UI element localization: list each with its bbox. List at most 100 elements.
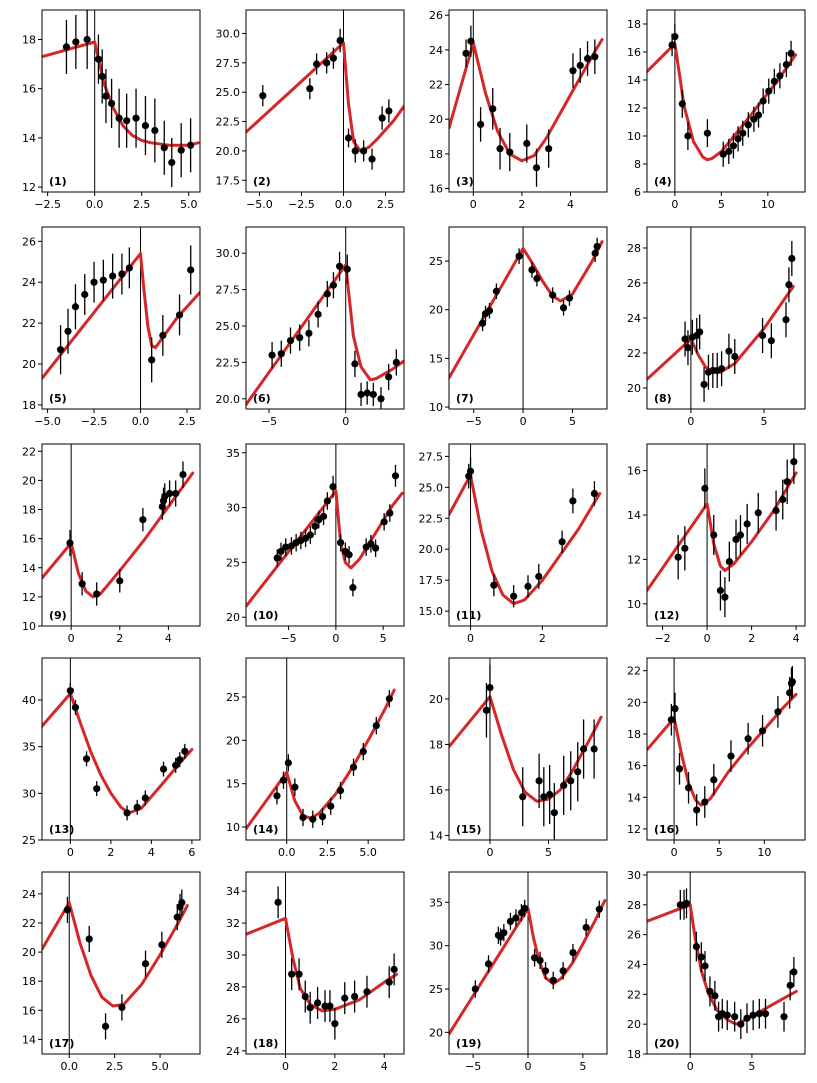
data-point: [123, 117, 131, 125]
y-tick-label: 20.0: [419, 543, 444, 556]
y-tick-label: 15: [429, 352, 443, 365]
axes-frame: [646, 657, 806, 841]
axes-frame: [245, 657, 405, 841]
data-point: [590, 489, 599, 498]
data-point: [482, 706, 491, 714]
data-point: [176, 756, 184, 764]
y-tick-label: 27.5: [216, 284, 241, 297]
data-point: [139, 516, 147, 524]
data-point: [729, 142, 738, 150]
model-curve: [42, 901, 189, 1008]
data-point: [81, 290, 89, 299]
x-tick-label: 2: [107, 846, 114, 859]
data-point: [758, 727, 767, 735]
x-tick-label: −5: [261, 415, 277, 428]
data-point: [179, 470, 187, 479]
data-point: [519, 793, 527, 801]
y-tick-label: 20.0: [216, 393, 241, 406]
data-point: [783, 478, 791, 486]
panel-label: (13): [49, 823, 74, 836]
y-tick-label: 28: [627, 899, 641, 912]
data-point: [282, 543, 290, 551]
data-point: [118, 1003, 126, 1012]
data-point: [731, 1013, 739, 1021]
model-curve: [449, 240, 604, 380]
data-point: [66, 539, 74, 547]
data-point: [98, 72, 106, 81]
data-point: [790, 458, 798, 466]
y-tick-label: 20: [627, 1018, 641, 1031]
data-point: [535, 777, 543, 785]
data-point: [311, 522, 319, 530]
data-point: [318, 813, 327, 821]
y-tick-label: 26: [627, 277, 641, 290]
x-tick-label: 0.0: [335, 198, 353, 211]
data-point: [377, 395, 385, 403]
data-point: [786, 981, 794, 989]
data-point: [345, 551, 353, 559]
model-curve: [246, 263, 404, 407]
x-tick-label: 5.0: [359, 846, 377, 859]
data-point: [500, 929, 508, 937]
data-point: [71, 303, 80, 311]
x-tick-label: 2: [331, 1060, 338, 1073]
data-point: [521, 904, 529, 913]
data-point: [541, 967, 550, 975]
data-point: [782, 316, 790, 324]
data-point: [378, 114, 386, 122]
y-tick-label: 25: [429, 983, 443, 996]
data-point: [681, 544, 689, 552]
y-tick-label: 28: [226, 981, 240, 994]
data-point: [314, 310, 322, 318]
subplot-19: −5 0 5 20 25 30 35 (19): [429, 871, 608, 1073]
data-point: [296, 334, 304, 342]
y-tick-label: 20: [22, 946, 36, 959]
data-point: [259, 92, 267, 100]
data-point: [549, 976, 557, 984]
data-point: [558, 538, 566, 546]
subplot-8: 0 5 20 22 24 26 28 (8): [627, 226, 806, 428]
model-curve: [246, 489, 404, 608]
panel-label: (4): [654, 175, 672, 188]
data-point: [696, 328, 704, 336]
data-point: [349, 584, 357, 592]
x-tick-label: 4: [381, 1060, 388, 1073]
data-point: [115, 114, 123, 122]
y-tick-label: 30.0: [216, 247, 241, 260]
y-tick-label: 18: [627, 1048, 641, 1061]
x-tick-label: −5.0: [34, 415, 61, 428]
y-tick-label: 18: [22, 975, 36, 988]
y-tick-label: 40: [22, 694, 36, 707]
subplot-17: 0.0 2.5 5.0 14 16 18 20 22 24 (17): [22, 871, 201, 1073]
y-tick-label: 22: [627, 988, 641, 1001]
data-point: [268, 351, 276, 359]
data-point: [125, 264, 133, 272]
panel-label: (16): [654, 823, 679, 836]
data-point: [277, 350, 285, 358]
data-point: [719, 150, 727, 158]
data-point: [385, 107, 393, 115]
data-point: [82, 755, 91, 763]
data-point: [545, 145, 553, 153]
data-point: [78, 580, 86, 588]
y-tick-label: 16: [22, 1004, 36, 1017]
y-tick-label: 14: [429, 829, 443, 842]
data-point: [761, 1010, 770, 1018]
data-point: [506, 148, 514, 156]
data-point: [363, 988, 371, 996]
subplot-9: 0 2 4 10 12 14 16 18 20 22 (9): [22, 443, 201, 645]
y-tick-label: 20: [627, 382, 641, 395]
x-tick-label: 10: [761, 198, 775, 211]
data-point: [367, 540, 375, 548]
y-tick-label: 28: [627, 242, 641, 255]
x-tick-label: 0: [520, 415, 527, 428]
x-tick-label: 0: [486, 846, 493, 859]
subplot-12: −2 0 2 4 10 12 14 16 (12): [627, 443, 806, 645]
data-point: [372, 544, 380, 552]
data-point: [64, 327, 72, 335]
data-point: [667, 716, 675, 724]
y-tick-label: 35: [22, 741, 36, 754]
data-point: [357, 390, 365, 399]
data-point: [462, 49, 470, 57]
